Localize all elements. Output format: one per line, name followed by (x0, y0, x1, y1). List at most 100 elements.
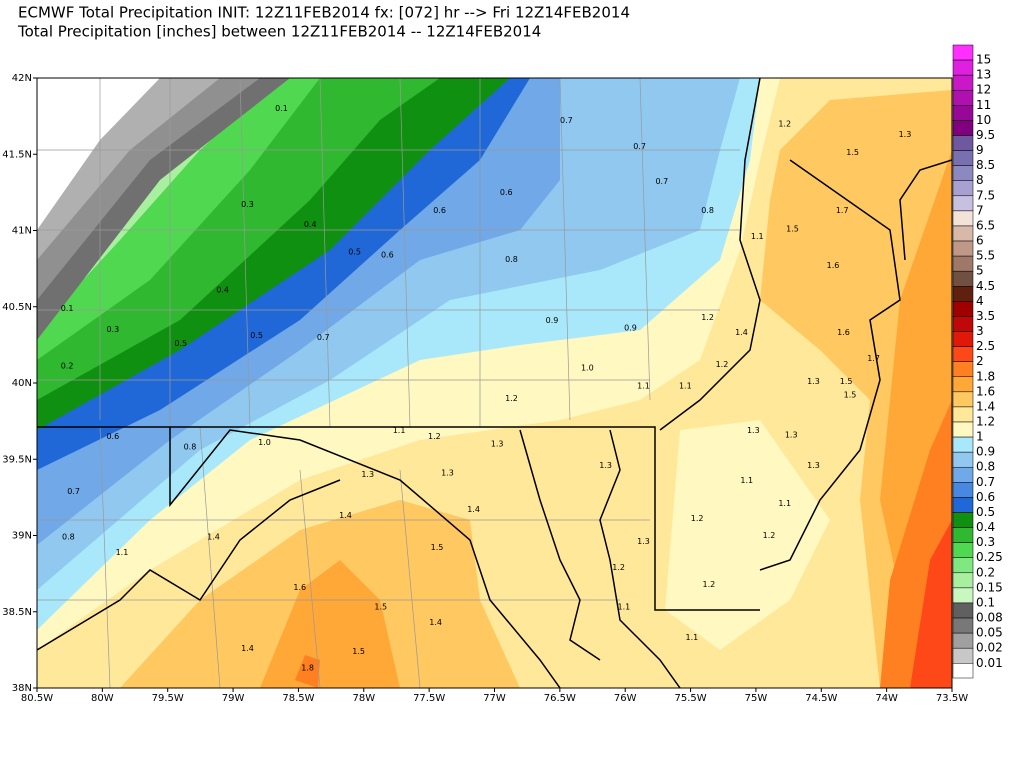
contour-label: 1.2 (612, 563, 625, 572)
colorbar-label: 0.9 (976, 445, 995, 459)
contour-label: 1.1 (740, 476, 753, 485)
colorbar-box (952, 512, 974, 528)
colorbar-label: 0.05 (976, 626, 1003, 640)
colorbar-box (952, 120, 974, 136)
contour-label: 1.3 (807, 461, 820, 470)
contour-label: 1.1 (679, 382, 692, 391)
y-tick-label: 39N (12, 531, 32, 542)
x-tick-label: 80W (91, 693, 114, 704)
title: ECMWF Total Precipitation INIT: 12Z11FEB… (18, 4, 630, 22)
contour-label: 1.0 (581, 363, 594, 372)
contour-label: 1.4 (735, 328, 748, 337)
colorbar-box (952, 406, 974, 423)
contour-label: 1.1 (686, 633, 699, 642)
contour-label: 0.1 (61, 304, 74, 313)
y-tick-label: 40N (12, 378, 32, 389)
contour-label: 0.2 (61, 362, 74, 371)
contour-label: 1.5 (846, 148, 859, 157)
contour-label: 0.5 (348, 247, 361, 256)
contour-label: 1.2 (703, 580, 716, 589)
precip-field (37, 78, 952, 688)
x-tick-label: 74W (875, 693, 898, 704)
colorbar-box (952, 286, 974, 302)
contour-label: 0.5 (250, 331, 263, 340)
contour-label: 1.2 (763, 531, 776, 540)
x-tick-label: 73.5W (936, 693, 968, 704)
contour-label: 0.6 (500, 188, 513, 197)
contour-label: 1.1 (751, 232, 764, 241)
y-tick-label: 38.5N (2, 607, 32, 618)
colorbar-box (952, 270, 974, 287)
contour-label: 0.3 (106, 325, 119, 334)
contour-label: 0.3 (241, 200, 254, 209)
contour-label: 1.1 (116, 548, 129, 557)
colorbar-label: 2.5 (976, 339, 995, 353)
colorbar-label: 3.5 (976, 309, 995, 323)
contour-label: 1.5 (840, 377, 853, 386)
colorbar-box (952, 255, 974, 272)
colorbar-box (952, 527, 974, 543)
colorbar-label: 2 (976, 354, 984, 368)
contour-label: 0.7 (633, 142, 646, 151)
colorbar-box (952, 376, 974, 393)
colorbar-box (952, 180, 974, 197)
contour-label: 1.7 (867, 354, 880, 363)
contour-label: 1.3 (899, 130, 912, 139)
contour-label: 1.1 (637, 382, 650, 391)
colorbar-label: 4.5 (976, 279, 995, 293)
colorbar-label: 0.6 (976, 490, 995, 504)
contour-label: 1.1 (393, 426, 406, 435)
y-tick-label: 38N (12, 683, 32, 694)
x-tick-label: 77.5W (413, 693, 445, 704)
x-tick-label: 78W (352, 693, 375, 704)
contour-label: 1.2 (716, 360, 729, 369)
colorbar-box (952, 195, 974, 212)
contour-label: 1.6 (293, 583, 306, 592)
contour-label: 0.4 (304, 220, 317, 229)
colorbar-label: 11 (976, 98, 991, 112)
colorbar-label: 8 (976, 173, 984, 187)
contour-label: 1.3 (785, 430, 798, 439)
contour-label: 1.3 (361, 470, 374, 479)
y-tick-label: 41.5N (2, 149, 32, 160)
colorbar-box (952, 632, 974, 649)
colorbar-box (952, 451, 974, 468)
colorbar-box (952, 542, 974, 558)
colorbar-label: 9.5 (976, 128, 995, 142)
colorbar-box (952, 74, 974, 91)
colorbar-box (952, 466, 974, 483)
colorbar-base (952, 662, 974, 679)
contour-label: 1.2 (428, 432, 441, 441)
contour-label: 0.7 (560, 116, 573, 125)
x-tick-label: 78.5W (282, 693, 314, 704)
x-tick-label: 79W (222, 693, 245, 704)
colorbar-label: 15 (976, 53, 991, 67)
colorbar-label: 9 (976, 143, 984, 157)
colorbar-box (952, 587, 974, 604)
colorbar-box (952, 436, 974, 453)
colorbar-box (952, 59, 974, 76)
colorbar-label: 3 (976, 324, 984, 338)
contour-label: 1.4 (241, 644, 254, 653)
x-tick-label: 75.5W (674, 693, 706, 704)
contour-label: 1.1 (618, 603, 631, 612)
contour-label: 1.2 (778, 119, 791, 128)
contour-label: 0.6 (381, 250, 394, 259)
colorbar-box (952, 135, 974, 151)
contour-label: 1.6 (827, 261, 840, 270)
contour-label: 0.8 (505, 255, 518, 264)
subtitle: Total Precipitation [inches] between 12Z… (17, 23, 541, 41)
colorbar-label: 8.5 (976, 158, 995, 172)
colorbar-box (952, 240, 974, 257)
contour-label: 0.8 (62, 533, 75, 542)
contour-label: 1.5 (844, 391, 857, 400)
contour-label: 1.3 (599, 461, 612, 470)
contour-label: 1.2 (691, 514, 704, 523)
colorbar-label: 0.15 (976, 580, 1003, 594)
contour-label: 1.8 (301, 664, 314, 673)
colorbar-box (952, 557, 974, 574)
x-tick-label: 74.5W (805, 693, 837, 704)
colorbar-box (952, 572, 974, 589)
colorbar-box (952, 331, 974, 347)
